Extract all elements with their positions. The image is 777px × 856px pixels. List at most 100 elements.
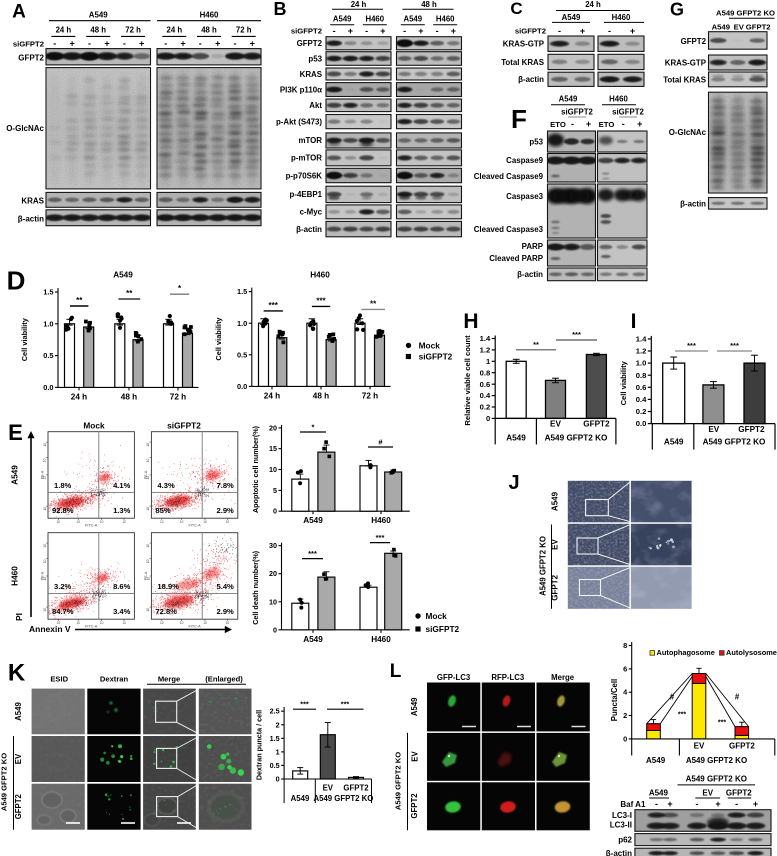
svg-text:siGFPT2: siGFPT2	[291, 27, 322, 36]
svg-text:H460: H460	[365, 15, 384, 24]
svg-text:8.6%: 8.6%	[113, 582, 131, 591]
svg-text:Annexin V: Annexin V	[29, 624, 71, 634]
svg-text:ESID: ESID	[50, 675, 68, 684]
svg-text:A549 GFPT2 KO: A549 GFPT2 KO	[716, 9, 775, 18]
svg-text:15: 15	[269, 444, 277, 453]
svg-text:Q2: Q2	[102, 589, 106, 593]
svg-text:10: 10	[226, 520, 230, 524]
svg-text:PARP: PARP	[522, 242, 543, 251]
svg-text:-: -	[333, 26, 336, 36]
svg-text:I: I	[631, 310, 637, 333]
svg-text:0.0: 0.0	[636, 419, 647, 428]
svg-text:-: -	[403, 26, 406, 36]
svg-text:Caspase3: Caspase3	[506, 192, 543, 201]
svg-text:EV: EV	[708, 425, 719, 434]
svg-text:+: +	[250, 39, 255, 49]
svg-text:10: 10	[146, 559, 150, 563]
svg-text:-: -	[571, 119, 574, 129]
svg-text:F: F	[511, 104, 527, 134]
svg-text:48 h: 48 h	[90, 26, 106, 35]
svg-text:A549: A549	[562, 13, 581, 22]
svg-text:Q2: Q2	[102, 488, 106, 492]
svg-text:PE-A: PE-A	[41, 470, 45, 479]
svg-text:Cell viability: Cell viability	[20, 317, 29, 361]
svg-text:10: 10	[269, 465, 277, 474]
svg-text:1.0: 1.0	[636, 359, 647, 368]
svg-text:Baf A1: Baf A1	[620, 800, 646, 809]
svg-text:***: ***	[269, 301, 279, 310]
svg-text:0.0: 0.0	[43, 383, 53, 392]
svg-text:#: #	[378, 438, 383, 447]
svg-text:-: -	[53, 39, 56, 49]
svg-text:GFP-LC3: GFP-LC3	[437, 673, 471, 682]
svg-text:10: 10	[76, 621, 80, 625]
svg-text:4.3%: 4.3%	[157, 481, 175, 490]
svg-text:Puncta/Cell: Puncta/Cell	[610, 679, 619, 721]
svg-text:p-4EBP1: p-4EBP1	[290, 190, 323, 199]
svg-text:GFPT2: GFPT2	[297, 39, 323, 48]
svg-text:GFPT2: GFPT2	[583, 420, 610, 429]
svg-text:10: 10	[160, 621, 164, 625]
svg-text:24 h: 24 h	[166, 26, 182, 35]
svg-text:β-actin: β-actin	[296, 225, 322, 234]
svg-text:#: #	[735, 693, 740, 702]
svg-text:Q4: Q4	[102, 494, 106, 498]
svg-text:0: 0	[273, 507, 277, 516]
svg-text:Mock: Mock	[426, 611, 448, 621]
svg-text:+: +	[580, 26, 585, 36]
svg-text:-: -	[655, 799, 658, 809]
svg-text:A549 GFPT2 KO: A549 GFPT2 KO	[686, 756, 747, 765]
svg-text:1.5: 1.5	[43, 288, 53, 297]
svg-text:Autolysosome: Autolysosome	[726, 648, 777, 657]
svg-text:4: 4	[623, 688, 628, 697]
svg-text:24 h: 24 h	[56, 26, 72, 35]
svg-text:-: -	[696, 799, 699, 809]
svg-text:20: 20	[269, 569, 277, 578]
svg-text:GFPT2: GFPT2	[551, 574, 560, 600]
svg-text:***: ***	[308, 549, 317, 558]
svg-text:PE-A: PE-A	[144, 571, 148, 580]
svg-text:10: 10	[43, 544, 47, 548]
svg-text:+: +	[667, 799, 672, 809]
svg-text:J: J	[508, 472, 519, 494]
svg-text:EV: EV	[14, 753, 23, 764]
svg-text:A549: A549	[14, 702, 23, 721]
svg-text:p-Akt (S473): p-Akt (S473)	[276, 117, 322, 126]
svg-text:**: **	[533, 340, 539, 349]
svg-text:+: +	[753, 799, 758, 809]
svg-text:10: 10	[100, 520, 104, 524]
svg-text:10: 10	[146, 507, 150, 511]
svg-text:**: **	[126, 289, 133, 298]
svg-text:0.4: 0.4	[636, 395, 647, 404]
svg-text:*: *	[312, 423, 315, 432]
svg-text:***: ***	[316, 296, 326, 305]
svg-text:KRAS: KRAS	[300, 70, 322, 79]
svg-text:-: -	[558, 26, 561, 36]
svg-text:Merge: Merge	[551, 673, 575, 682]
svg-text:48 h: 48 h	[121, 392, 137, 401]
svg-text:p53: p53	[529, 138, 543, 147]
svg-text:10: 10	[180, 621, 184, 625]
svg-text:Mock: Mock	[419, 340, 441, 350]
svg-text:5.4%: 5.4%	[216, 582, 234, 591]
svg-text:siGFPT2: siGFPT2	[561, 108, 593, 117]
svg-text:0.8: 0.8	[636, 371, 647, 380]
svg-text:10: 10	[226, 621, 230, 625]
svg-text:24 h: 24 h	[351, 0, 367, 9]
svg-text:FITC-A: FITC-A	[85, 524, 98, 528]
svg-text:72 h: 72 h	[125, 26, 141, 35]
svg-text:Q4: Q4	[102, 595, 106, 599]
svg-text:1.5: 1.5	[237, 287, 247, 296]
svg-text:A549: A549	[551, 491, 560, 511]
svg-text:10: 10	[146, 458, 150, 462]
svg-text:Merge: Merge	[158, 675, 180, 684]
svg-text:O-GlcNAc: O-GlcNAc	[6, 124, 44, 133]
svg-text:0.5: 0.5	[43, 351, 53, 360]
svg-text:3.4%: 3.4%	[113, 607, 131, 616]
svg-text:A549: A549	[506, 434, 526, 443]
svg-text:10: 10	[146, 577, 150, 581]
svg-text:ETO: ETO	[599, 120, 615, 129]
svg-text:3.2%: 3.2%	[54, 582, 72, 591]
svg-text:20: 20	[269, 423, 277, 432]
svg-text:K: K	[8, 660, 26, 687]
